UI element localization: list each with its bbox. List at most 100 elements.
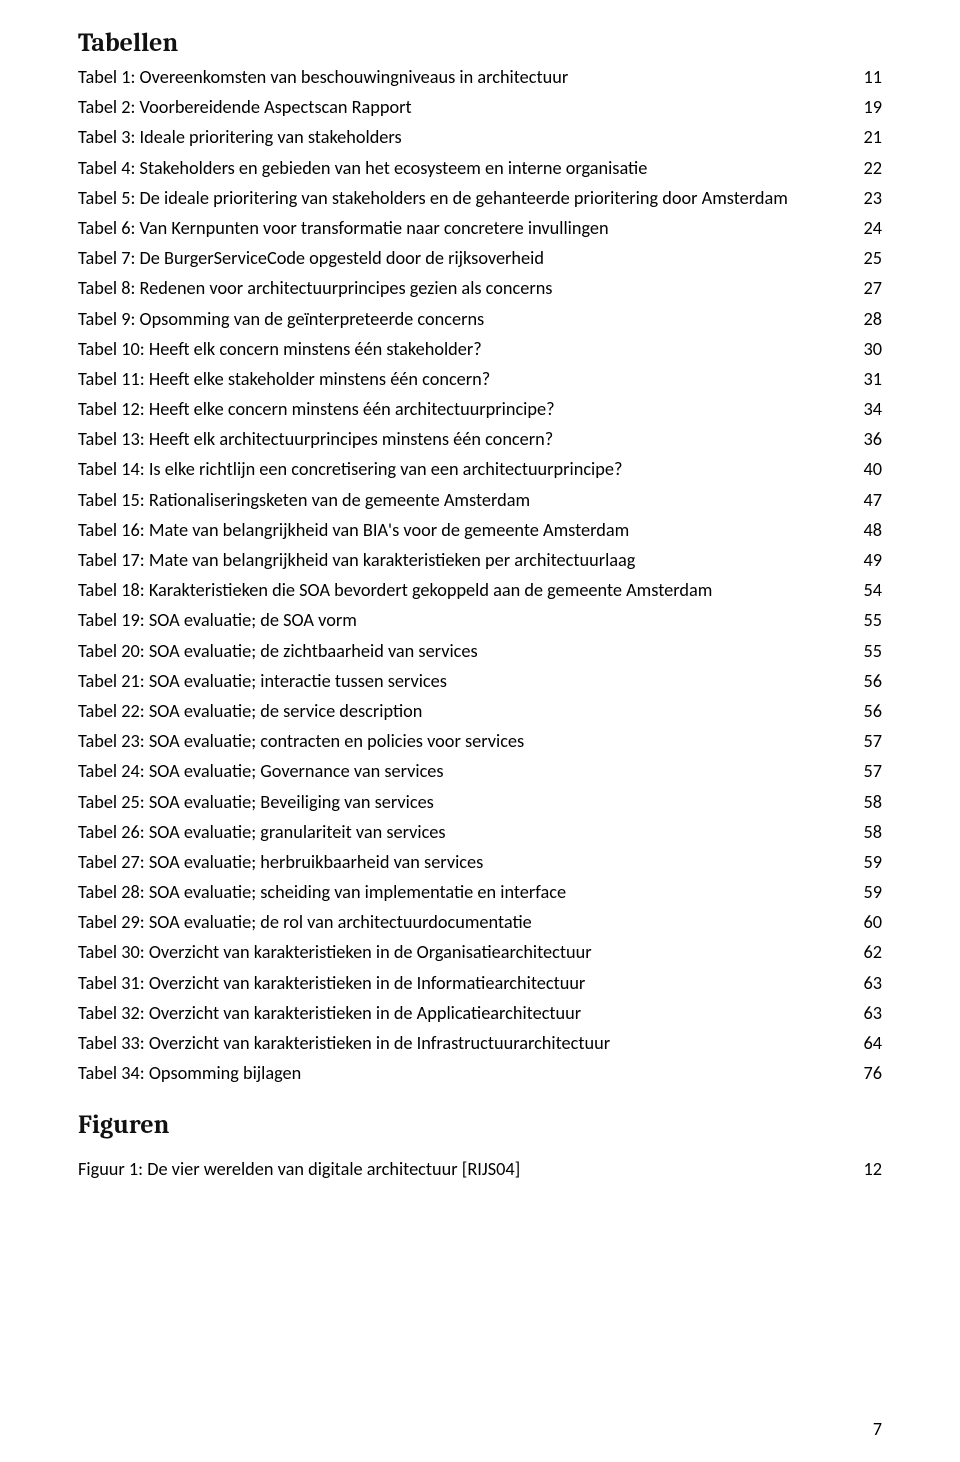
table-toc-page: 62 [863, 937, 882, 967]
table-toc-entry: Tabel 1: Overeenkomsten van beschouwingn… [78, 62, 882, 92]
table-toc-page: 56 [863, 696, 882, 726]
table-toc-label: Tabel 7: De BurgerServiceCode opgesteld … [78, 243, 544, 273]
table-toc-label: Tabel 17: Mate van belangrijkheid van ka… [78, 545, 635, 575]
table-toc-label: Tabel 18: Karakteristieken die SOA bevor… [78, 575, 712, 605]
table-toc-entry: Tabel 23: SOA evaluatie; contracten en p… [78, 726, 882, 756]
table-toc-label: Tabel 1: Overeenkomsten van beschouwingn… [78, 62, 568, 92]
table-toc-page: 49 [863, 545, 882, 575]
table-toc-page: 34 [863, 394, 882, 424]
table-toc-entry: Tabel 30: Overzicht van karakteristieken… [78, 937, 882, 967]
table-toc-label: Tabel 16: Mate van belangrijkheid van BI… [78, 515, 629, 545]
table-toc-entry: Tabel 31: Overzicht van karakteristieken… [78, 968, 882, 998]
table-toc-page: 27 [863, 273, 882, 303]
table-toc-entry: Tabel 3: Ideale prioritering van stakeho… [78, 122, 882, 152]
table-toc-page: 19 [863, 92, 882, 122]
table-toc-entry: Tabel 22: SOA evaluatie; de service desc… [78, 696, 882, 726]
table-toc-label: Tabel 33: Overzicht van karakteristieken… [78, 1028, 610, 1058]
table-toc-page: 21 [863, 122, 882, 152]
table-toc-entry: Tabel 8: Redenen voor architectuurprinci… [78, 273, 882, 303]
table-toc-label: Tabel 19: SOA evaluatie; de SOA vorm [78, 605, 357, 635]
table-toc-label: Tabel 14: Is elke richtlijn een concreti… [78, 454, 622, 484]
table-toc-label: Tabel 28: SOA evaluatie; scheiding van i… [78, 877, 566, 907]
table-toc-label: Tabel 12: Heeft elke concern minstens éé… [78, 394, 555, 424]
table-toc-entry: Tabel 29: SOA evaluatie; de rol van arch… [78, 907, 882, 937]
table-toc-entry: Tabel 27: SOA evaluatie; herbruikbaarhei… [78, 847, 882, 877]
table-toc-entry: Tabel 6: Van Kernpunten voor transformat… [78, 213, 882, 243]
table-toc-entry: Tabel 28: SOA evaluatie; scheiding van i… [78, 877, 882, 907]
table-toc-page: 40 [863, 454, 882, 484]
table-toc-entry: Tabel 14: Is elke richtlijn een concreti… [78, 454, 882, 484]
table-toc-entry: Tabel 25: SOA evaluatie; Beveiliging van… [78, 787, 882, 817]
table-toc-entry: Tabel 19: SOA evaluatie; de SOA vorm 55 [78, 605, 882, 635]
table-toc-page: 11 [863, 62, 882, 92]
table-toc-entry: Tabel 20: SOA evaluatie; de zichtbaarhei… [78, 636, 882, 666]
table-toc-page: 22 [863, 153, 882, 183]
table-toc-label: Tabel 25: SOA evaluatie; Beveiliging van… [78, 787, 434, 817]
table-toc-page: 59 [863, 877, 882, 907]
table-toc-entry: Tabel 32: Overzicht van karakteristieken… [78, 998, 882, 1028]
table-toc-entry: Tabel 26: SOA evaluatie; granulariteit v… [78, 817, 882, 847]
page-number: 7 [873, 1418, 882, 1440]
table-toc-label: Tabel 20: SOA evaluatie; de zichtbaarhei… [78, 636, 478, 666]
table-toc-label: Tabel 8: Redenen voor architectuurprinci… [78, 273, 552, 303]
table-toc-entry: Tabel 15: Rationaliseringsketen van de g… [78, 485, 882, 515]
table-toc-page: 55 [863, 636, 882, 666]
table-toc-label: Tabel 3: Ideale prioritering van stakeho… [78, 122, 402, 152]
table-toc-label: Tabel 26: SOA evaluatie; granulariteit v… [78, 817, 446, 847]
table-toc-page: 59 [863, 847, 882, 877]
tables-heading: Tabellen [78, 28, 882, 58]
figure-toc-label: Figuur 1: De vier werelden van digitale … [78, 1154, 520, 1184]
table-toc-page: 54 [863, 575, 882, 605]
table-toc-page: 56 [863, 666, 882, 696]
table-toc-page: 57 [863, 756, 882, 786]
table-toc-label: Tabel 34: Opsomming bijlagen [78, 1058, 301, 1088]
table-toc-label: Tabel 31: Overzicht van karakteristieken… [78, 968, 585, 998]
table-toc-label: Tabel 2: Voorbereidende Aspectscan Rappo… [78, 92, 412, 122]
table-toc-label: Tabel 27: SOA evaluatie; herbruikbaarhei… [78, 847, 483, 877]
table-toc-page: 23 [863, 183, 882, 213]
table-toc-entry: Tabel 10: Heeft elk concern minstens één… [78, 334, 882, 364]
table-toc-label: Tabel 13: Heeft elk architectuurprincipe… [78, 424, 553, 454]
table-toc-page: 24 [863, 213, 882, 243]
table-toc-page: 31 [863, 364, 882, 394]
table-toc-label: Tabel 9: Opsomming van de geïnterpreteer… [78, 304, 484, 334]
table-toc-page: 58 [863, 787, 882, 817]
figure-toc-entry: Figuur 1: De vier werelden van digitale … [78, 1154, 882, 1184]
table-toc-page: 30 [863, 334, 882, 364]
table-toc-label: Tabel 11: Heeft elke stakeholder minsten… [78, 364, 490, 394]
table-toc-page: 36 [863, 424, 882, 454]
table-toc-entry: Tabel 33: Overzicht van karakteristieken… [78, 1028, 882, 1058]
table-toc-label: Tabel 23: SOA evaluatie; contracten en p… [78, 726, 524, 756]
table-toc-entry: Tabel 34: Opsomming bijlagen 76 [78, 1058, 882, 1088]
table-toc-label: Tabel 10: Heeft elk concern minstens één… [78, 334, 482, 364]
table-toc-label: Tabel 6: Van Kernpunten voor transformat… [78, 213, 609, 243]
table-toc-entry: Tabel 24: SOA evaluatie; Governance van … [78, 756, 882, 786]
tables-toc: Tabel 1: Overeenkomsten van beschouwingn… [78, 62, 882, 1088]
table-toc-label: Tabel 4: Stakeholders en gebieden van he… [78, 153, 647, 183]
table-toc-entry: Tabel 21: SOA evaluatie; interactie tuss… [78, 666, 882, 696]
table-toc-page: 47 [863, 485, 882, 515]
table-toc-label: Tabel 24: SOA evaluatie; Governance van … [78, 756, 444, 786]
table-toc-page: 48 [863, 515, 882, 545]
table-toc-entry: Tabel 5: De ideale prioritering van stak… [78, 183, 882, 213]
figures-heading: Figuren [78, 1110, 882, 1140]
table-toc-label: Tabel 5: De ideale prioritering van stak… [78, 183, 788, 213]
table-toc-page: 57 [863, 726, 882, 756]
table-toc-page: 25 [863, 243, 882, 273]
table-toc-entry: Tabel 2: Voorbereidende Aspectscan Rappo… [78, 92, 882, 122]
table-toc-entry: Tabel 12: Heeft elke concern minstens éé… [78, 394, 882, 424]
table-toc-label: Tabel 15: Rationaliseringsketen van de g… [78, 485, 530, 515]
table-toc-entry: Tabel 16: Mate van belangrijkheid van BI… [78, 515, 882, 545]
table-toc-entry: Tabel 4: Stakeholders en gebieden van he… [78, 153, 882, 183]
table-toc-label: Tabel 21: SOA evaluatie; interactie tuss… [78, 666, 447, 696]
table-toc-entry: Tabel 7: De BurgerServiceCode opgesteld … [78, 243, 882, 273]
table-toc-entry: Tabel 13: Heeft elk architectuurprincipe… [78, 424, 882, 454]
table-toc-label: Tabel 30: Overzicht van karakteristieken… [78, 937, 592, 967]
table-toc-entry: Tabel 17: Mate van belangrijkheid van ka… [78, 545, 882, 575]
figures-toc: Figuur 1: De vier werelden van digitale … [78, 1154, 882, 1184]
table-toc-page: 76 [863, 1058, 882, 1088]
table-toc-label: Tabel 22: SOA evaluatie; de service desc… [78, 696, 422, 726]
table-toc-page: 55 [863, 605, 882, 635]
table-toc-label: Tabel 32: Overzicht van karakteristieken… [78, 998, 581, 1028]
table-toc-page: 58 [863, 817, 882, 847]
